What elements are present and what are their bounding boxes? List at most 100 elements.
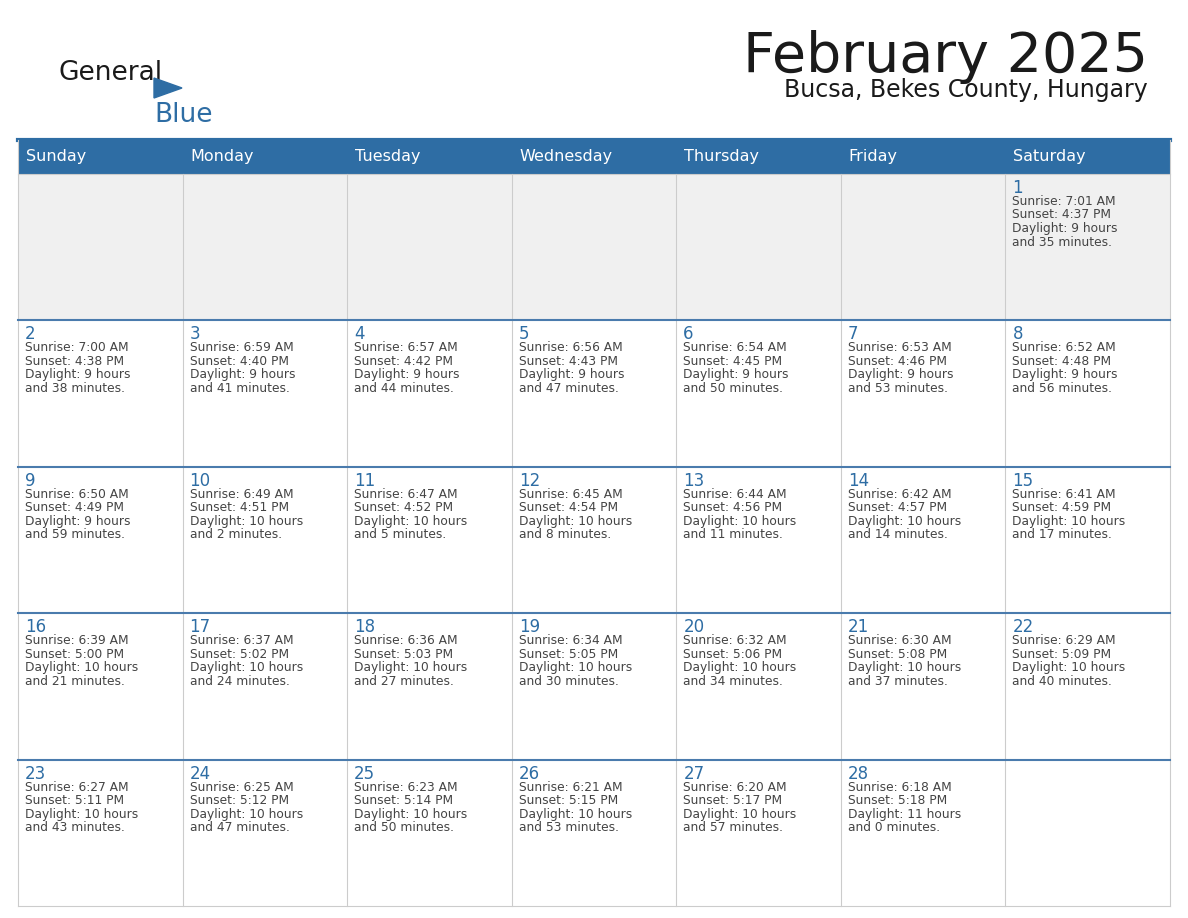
Text: Sunset: 5:18 PM: Sunset: 5:18 PM: [848, 794, 947, 807]
Bar: [1005, 613, 1170, 759]
Text: Daylight: 10 hours: Daylight: 10 hours: [354, 661, 467, 674]
Text: Sunset: 4:57 PM: Sunset: 4:57 PM: [848, 501, 947, 514]
Bar: [512, 759, 676, 906]
Text: Sunrise: 6:41 AM: Sunrise: 6:41 AM: [1012, 487, 1116, 501]
Text: and 30 minutes.: and 30 minutes.: [519, 675, 619, 688]
Text: 9: 9: [25, 472, 36, 490]
Bar: [347, 320, 512, 466]
Bar: [183, 174, 347, 320]
Text: Daylight: 10 hours: Daylight: 10 hours: [354, 808, 467, 821]
Text: and 5 minutes.: and 5 minutes.: [354, 528, 447, 542]
Text: Daylight: 10 hours: Daylight: 10 hours: [683, 515, 796, 528]
Text: Sunset: 4:49 PM: Sunset: 4:49 PM: [25, 501, 124, 514]
Text: and 40 minutes.: and 40 minutes.: [1012, 675, 1112, 688]
Bar: [841, 174, 1005, 320]
Text: 23: 23: [25, 765, 46, 783]
Text: Daylight: 10 hours: Daylight: 10 hours: [519, 808, 632, 821]
Text: Sunrise: 6:57 AM: Sunrise: 6:57 AM: [354, 341, 457, 354]
Text: 25: 25: [354, 765, 375, 783]
Text: 11: 11: [354, 472, 375, 490]
Text: Daylight: 9 hours: Daylight: 9 hours: [1012, 222, 1118, 235]
Text: 18: 18: [354, 618, 375, 636]
Bar: [18, 174, 183, 320]
Bar: [18, 466, 183, 613]
Text: 19: 19: [519, 618, 539, 636]
Text: 12: 12: [519, 472, 541, 490]
Text: 20: 20: [683, 618, 704, 636]
Text: 4: 4: [354, 325, 365, 343]
Text: Daylight: 10 hours: Daylight: 10 hours: [25, 661, 138, 674]
Text: Sunset: 5:08 PM: Sunset: 5:08 PM: [848, 648, 947, 661]
Text: 21: 21: [848, 618, 870, 636]
Bar: [512, 466, 676, 613]
Text: Sunrise: 6:44 AM: Sunrise: 6:44 AM: [683, 487, 786, 501]
Text: Sunrise: 6:36 AM: Sunrise: 6:36 AM: [354, 634, 457, 647]
Text: 27: 27: [683, 765, 704, 783]
Text: Sunrise: 6:47 AM: Sunrise: 6:47 AM: [354, 487, 457, 501]
Text: Sunset: 5:17 PM: Sunset: 5:17 PM: [683, 794, 783, 807]
Text: Sunrise: 6:39 AM: Sunrise: 6:39 AM: [25, 634, 128, 647]
Text: and 44 minutes.: and 44 minutes.: [354, 382, 454, 395]
Text: Sunrise: 6:27 AM: Sunrise: 6:27 AM: [25, 780, 128, 793]
Text: Daylight: 10 hours: Daylight: 10 hours: [190, 661, 303, 674]
Bar: [676, 466, 841, 613]
Text: Daylight: 9 hours: Daylight: 9 hours: [25, 515, 131, 528]
Bar: [183, 759, 347, 906]
Text: and 56 minutes.: and 56 minutes.: [1012, 382, 1112, 395]
Text: Daylight: 9 hours: Daylight: 9 hours: [25, 368, 131, 381]
Text: and 57 minutes.: and 57 minutes.: [683, 821, 783, 834]
Text: Sunset: 5:06 PM: Sunset: 5:06 PM: [683, 648, 783, 661]
Text: Sunrise: 6:50 AM: Sunrise: 6:50 AM: [25, 487, 128, 501]
Bar: [1005, 759, 1170, 906]
Bar: [841, 613, 1005, 759]
Bar: [676, 174, 841, 320]
Text: and 34 minutes.: and 34 minutes.: [683, 675, 783, 688]
Text: Sunrise: 6:23 AM: Sunrise: 6:23 AM: [354, 780, 457, 793]
Text: 10: 10: [190, 472, 210, 490]
Text: Sunset: 4:52 PM: Sunset: 4:52 PM: [354, 501, 454, 514]
Text: Sunset: 5:12 PM: Sunset: 5:12 PM: [190, 794, 289, 807]
Text: and 47 minutes.: and 47 minutes.: [519, 382, 619, 395]
Bar: [512, 174, 676, 320]
Text: 7: 7: [848, 325, 859, 343]
Text: Saturday: Saturday: [1013, 150, 1086, 164]
Text: Sunrise: 6:21 AM: Sunrise: 6:21 AM: [519, 780, 623, 793]
Bar: [841, 320, 1005, 466]
Text: Sunset: 5:05 PM: Sunset: 5:05 PM: [519, 648, 618, 661]
Text: and 41 minutes.: and 41 minutes.: [190, 382, 290, 395]
Bar: [18, 140, 1170, 174]
Text: Daylight: 9 hours: Daylight: 9 hours: [190, 368, 295, 381]
Bar: [183, 320, 347, 466]
Text: and 17 minutes.: and 17 minutes.: [1012, 528, 1112, 542]
Bar: [676, 320, 841, 466]
Text: Daylight: 10 hours: Daylight: 10 hours: [190, 515, 303, 528]
Text: Daylight: 9 hours: Daylight: 9 hours: [848, 368, 953, 381]
Text: February 2025: February 2025: [742, 30, 1148, 84]
Text: Sunrise: 6:29 AM: Sunrise: 6:29 AM: [1012, 634, 1116, 647]
Text: Sunset: 4:51 PM: Sunset: 4:51 PM: [190, 501, 289, 514]
Bar: [18, 320, 183, 466]
Text: and 0 minutes.: and 0 minutes.: [848, 821, 940, 834]
Text: Sunrise: 7:01 AM: Sunrise: 7:01 AM: [1012, 195, 1116, 208]
Text: Sunset: 5:09 PM: Sunset: 5:09 PM: [1012, 648, 1112, 661]
Text: 3: 3: [190, 325, 201, 343]
Text: Sunset: 4:43 PM: Sunset: 4:43 PM: [519, 355, 618, 368]
Text: Sunrise: 6:42 AM: Sunrise: 6:42 AM: [848, 487, 952, 501]
Text: Sunrise: 6:20 AM: Sunrise: 6:20 AM: [683, 780, 786, 793]
Text: Sunset: 4:40 PM: Sunset: 4:40 PM: [190, 355, 289, 368]
Text: Sunset: 4:56 PM: Sunset: 4:56 PM: [683, 501, 783, 514]
Text: and 50 minutes.: and 50 minutes.: [354, 821, 454, 834]
Text: Friday: Friday: [849, 150, 898, 164]
Text: Daylight: 10 hours: Daylight: 10 hours: [848, 515, 961, 528]
Text: 24: 24: [190, 765, 210, 783]
Text: Sunset: 5:15 PM: Sunset: 5:15 PM: [519, 794, 618, 807]
Text: General: General: [58, 60, 162, 86]
Text: Sunrise: 6:30 AM: Sunrise: 6:30 AM: [848, 634, 952, 647]
Text: 6: 6: [683, 325, 694, 343]
Text: Sunset: 4:37 PM: Sunset: 4:37 PM: [1012, 208, 1112, 221]
Text: and 53 minutes.: and 53 minutes.: [848, 382, 948, 395]
Bar: [676, 759, 841, 906]
Text: Daylight: 10 hours: Daylight: 10 hours: [190, 808, 303, 821]
Text: Sunrise: 6:37 AM: Sunrise: 6:37 AM: [190, 634, 293, 647]
Text: Sunrise: 6:45 AM: Sunrise: 6:45 AM: [519, 487, 623, 501]
